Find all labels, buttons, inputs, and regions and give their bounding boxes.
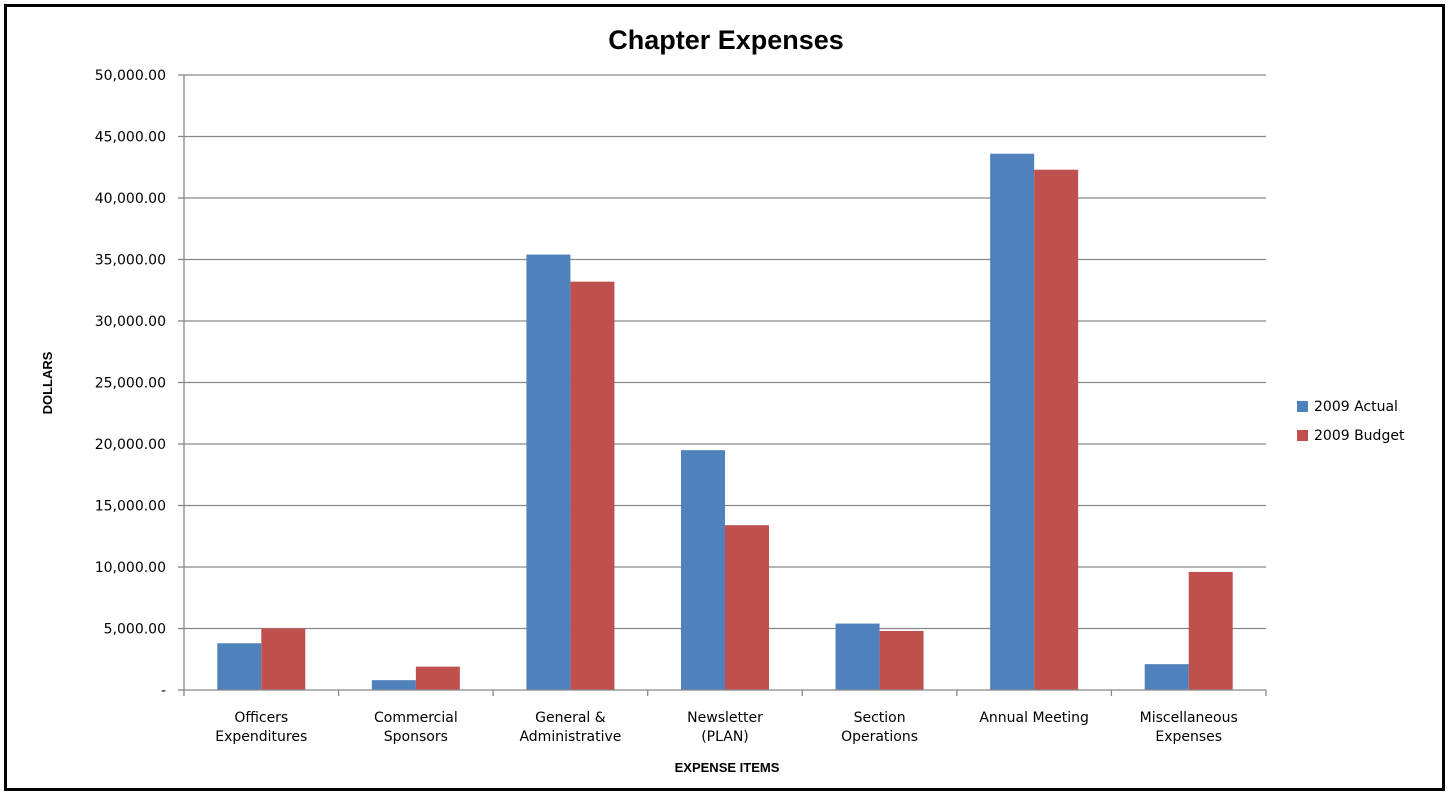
bar-2009-budget xyxy=(725,525,769,690)
x-axis-categories: Officers Expenditures Commercial Sponsors Ge… xyxy=(215,710,1238,745)
bar-2009-budget xyxy=(570,281,615,690)
axes xyxy=(183,75,1267,696)
bar-2009-actual xyxy=(990,153,1035,691)
gridlines xyxy=(178,74,1266,691)
bar-2009-actual xyxy=(835,623,880,690)
y-tick-label: 40,000.00 xyxy=(95,191,166,207)
legend-swatch xyxy=(1297,430,1308,441)
bar-2009-actual xyxy=(217,643,262,690)
x-category-label: Miscellaneous Expenses xyxy=(1140,710,1238,745)
bar-2009-budget xyxy=(1034,169,1079,690)
bar-2009-budget xyxy=(879,630,924,690)
y-axis-title: DOLLARS xyxy=(40,351,55,414)
y-tick-label: 15,000.00 xyxy=(95,499,166,515)
bar-2009-budget xyxy=(1188,571,1233,690)
bar-2009-budget xyxy=(261,628,306,690)
x-category-label: General & Administrative xyxy=(519,710,621,745)
x-category-label: Section Operations xyxy=(841,710,918,745)
y-tick-label: 10,000.00 xyxy=(95,560,166,576)
y-tick-label: 25,000.00 xyxy=(95,376,166,392)
bar-2009-budget xyxy=(415,666,460,690)
bar-2009-actual xyxy=(371,680,416,690)
x-category-label: Annual Meeting xyxy=(979,710,1089,726)
x-axis-title: EXPENSE ITEMS xyxy=(675,760,780,775)
bar-2009-actual xyxy=(681,450,725,690)
y-tick-label: 5,000.00 xyxy=(104,622,166,638)
chart-title: Chapter Expenses xyxy=(608,25,844,55)
y-tick-label: 35,000.00 xyxy=(95,253,166,269)
legend-label: 2009 Actual xyxy=(1314,399,1398,415)
x-category-label: Commercial Sponsors xyxy=(374,710,458,745)
bar-2009-actual xyxy=(1144,664,1189,690)
legend-label: 2009 Budget xyxy=(1314,428,1405,444)
y-tick-label: 45,000.00 xyxy=(95,130,166,146)
y-tick-label: 20,000.00 xyxy=(95,437,166,453)
bar-2009-actual xyxy=(526,254,571,690)
bars xyxy=(217,153,1233,691)
x-category-label: Officers Expenditures xyxy=(215,710,307,745)
y-tick-label: 50,000.00 xyxy=(95,68,166,84)
x-category-label: Newsletter (PLAN) xyxy=(687,710,763,745)
legend: 2009 Actual 2009 Budget xyxy=(1297,399,1405,444)
y-tick-label: 30,000.00 xyxy=(95,314,166,330)
y-tick-label: - xyxy=(161,683,166,699)
legend-swatch xyxy=(1297,401,1308,412)
y-axis-ticks: - 5,000.00 10,000.00 15,000.00 20,000.00 25,0… xyxy=(95,68,166,699)
